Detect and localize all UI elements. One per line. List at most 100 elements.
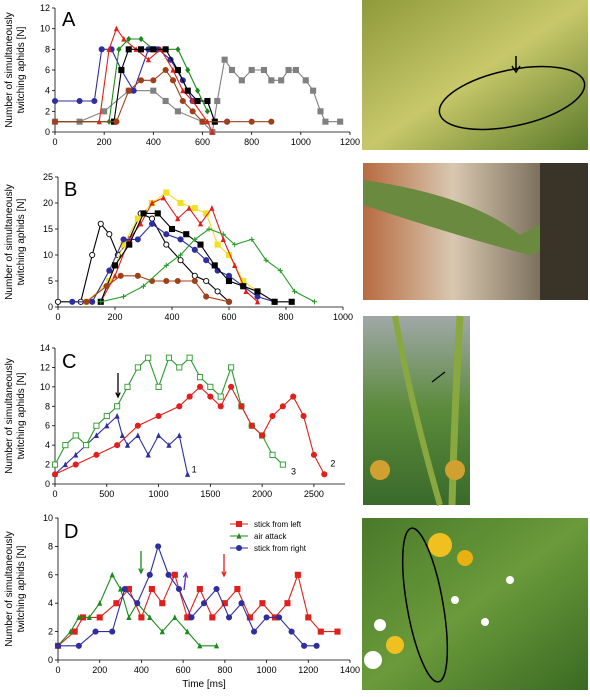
marker	[148, 215, 156, 222]
y-tick-label: 12	[40, 3, 50, 13]
marker	[199, 118, 206, 125]
marker	[213, 585, 220, 593]
marker	[238, 77, 245, 84]
marker	[263, 614, 270, 621]
marker	[159, 600, 166, 607]
marker	[177, 252, 184, 258]
marker	[101, 108, 108, 115]
marker	[214, 241, 221, 248]
y-axis-label: Number of simultaneously	[4, 358, 15, 474]
marker	[145, 354, 152, 361]
marker	[204, 97, 211, 105]
marker	[277, 268, 283, 274]
marker	[172, 614, 178, 620]
marker	[163, 262, 169, 268]
marker	[119, 432, 125, 439]
panel-label: D	[64, 521, 78, 543]
marker	[117, 585, 124, 592]
marker	[191, 272, 198, 279]
series-line	[100, 228, 315, 303]
marker	[285, 66, 292, 74]
marker	[259, 600, 266, 607]
marker	[155, 432, 162, 439]
marker	[220, 231, 226, 237]
plot-area	[58, 518, 350, 660]
marker	[155, 412, 162, 420]
plot-area	[55, 348, 345, 484]
x-tick-label: 0	[55, 312, 60, 322]
marker	[228, 66, 236, 74]
marker	[163, 277, 170, 285]
marker	[62, 461, 68, 468]
marker	[134, 422, 141, 429]
marker	[137, 46, 145, 53]
marker	[290, 393, 297, 400]
panel-label: C	[62, 351, 76, 373]
marker	[196, 585, 203, 593]
marker	[184, 87, 191, 94]
marker	[235, 520, 243, 528]
marker	[259, 432, 266, 439]
marker	[284, 600, 291, 607]
marker	[121, 585, 128, 593]
marker	[126, 35, 132, 43]
marker	[51, 461, 59, 468]
marker	[86, 614, 92, 620]
marker	[190, 97, 196, 104]
marker	[217, 403, 224, 410]
marker	[121, 35, 127, 42]
marker	[180, 87, 186, 94]
marker	[206, 226, 212, 232]
marker	[124, 383, 131, 390]
marker	[191, 246, 198, 253]
marker	[321, 471, 328, 478]
marker	[72, 432, 79, 439]
y-tick-label: 4	[45, 86, 50, 96]
marker	[254, 293, 261, 300]
y-tick-label: 0	[48, 302, 53, 312]
marker	[211, 262, 218, 269]
y-tick-label: 8	[45, 44, 50, 54]
y-tick-label: 8	[48, 541, 53, 551]
y-axis-label: Number of simultaneously	[4, 531, 15, 647]
x-tick-label: 1200	[340, 137, 360, 147]
photo-c	[363, 315, 470, 506]
marker	[197, 220, 204, 227]
marker	[163, 241, 170, 248]
marker	[179, 97, 186, 105]
marker	[134, 215, 141, 222]
marker	[103, 283, 110, 290]
marker	[159, 628, 165, 635]
marker	[162, 97, 169, 105]
marker	[186, 205, 192, 211]
marker	[76, 614, 82, 620]
x-tick-label: 800	[278, 312, 293, 322]
marker	[249, 236, 255, 242]
y-tick-label: 15	[43, 224, 53, 234]
marker	[148, 277, 156, 285]
marker	[221, 56, 228, 63]
marker	[83, 442, 90, 449]
x-tick-label: 1000	[149, 489, 169, 499]
marker	[130, 87, 137, 94]
x-tick-label: 1200	[298, 665, 318, 675]
marker	[154, 210, 161, 217]
marker	[116, 46, 122, 53]
annotation: 1	[192, 464, 197, 474]
marker	[169, 77, 177, 84]
marker	[93, 451, 100, 458]
photo-a	[362, 0, 588, 150]
marker	[111, 262, 119, 269]
marker	[166, 442, 172, 448]
marker	[150, 77, 157, 84]
y-tick-label: 5	[48, 276, 53, 286]
y-tick-label: 4	[45, 440, 50, 450]
x-tick-label: 800	[217, 665, 232, 675]
marker	[254, 298, 261, 305]
marker	[334, 628, 341, 635]
marker	[134, 272, 141, 279]
marker	[238, 600, 245, 607]
marker	[337, 118, 344, 125]
